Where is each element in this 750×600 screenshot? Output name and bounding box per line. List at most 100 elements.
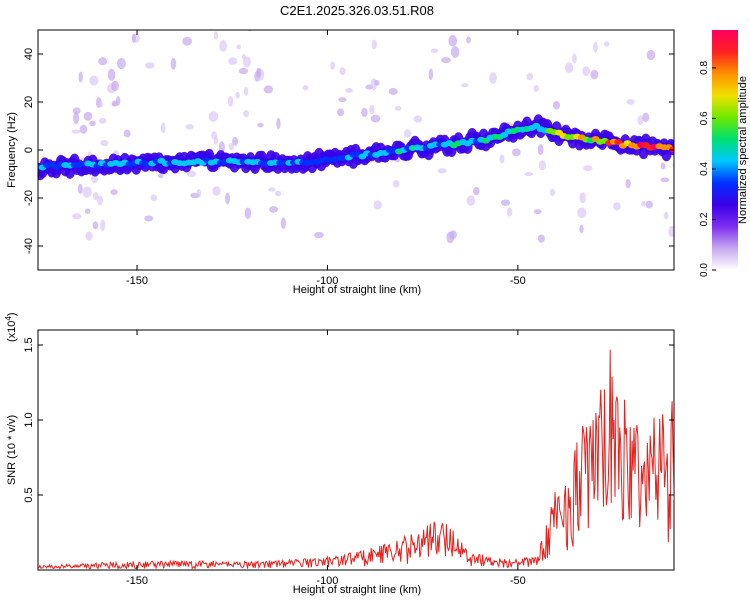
spectrogram-speckle: [231, 136, 239, 146]
spectrogram-speckle: [468, 2, 475, 6]
spectrogram-speckle: [100, 139, 109, 147]
spectrogram-speckle: [660, 162, 666, 170]
colorbar-tick-label: 0.2: [699, 212, 710, 226]
spectrogram-speckle: [564, 62, 574, 74]
spectrogram-speckle: [339, 67, 346, 76]
spectrogram-speckle: [553, 100, 561, 110]
spectrogram-speckle: [449, 230, 457, 240]
spectrogram-speckle: [613, 201, 621, 211]
spectrogram-speckle: [506, 207, 513, 217]
spectrogram-speckle: [257, 122, 264, 128]
spectrogram-speckle: [85, 231, 93, 241]
spectrogram-speckle: [125, 2, 133, 10]
spectrogram-speckle: [276, 117, 281, 130]
spectrogram-speckle: [373, 200, 382, 210]
spectrogram-speckle: [533, 84, 540, 92]
spectrogram-speckle: [182, 36, 192, 46]
spectrogram-speckle: [244, 207, 252, 220]
spectrogram-speckle: [413, 115, 423, 123]
spectrogram-speckle: [98, 100, 103, 108]
spectrogram-speckle: [693, 177, 698, 183]
spectrogram-speckle: [448, 34, 458, 47]
spectrogram-speckle: [144, 62, 155, 69]
spectrogram-speckle: [451, 3, 460, 8]
spectrogram-x-axis: -150 -100 -50: [126, 30, 526, 287]
spectrogram-speckle: [268, 187, 276, 192]
y-tick-label: 1.0: [23, 412, 35, 427]
spectrogram-speckle: [238, 67, 249, 75]
snr-panel: -150 -100 -50 0.5 1.0 1.5 Height of straight…: [4, 312, 675, 596]
y-tick-label: 0.5: [23, 487, 35, 502]
spectrogram-speckle: [437, 168, 447, 174]
snr-x-label: Height of straight line (km): [293, 584, 421, 596]
spectrogram-speckle: [97, 195, 104, 206]
colorbar: 0.0 0.2 0.4 0.6 0.8 Normalized spectral ampl…: [699, 30, 749, 277]
spectrogram-speckle: [157, 173, 164, 179]
x-tick-label: -150: [126, 575, 148, 587]
spectrogram-speckle: [641, 200, 646, 207]
spectrogram-speckle: [489, 72, 497, 84]
spectrogram-speckle: [82, 186, 92, 198]
spectrogram-speckle: [660, 177, 670, 183]
spectrogram-speckle: [572, 53, 577, 64]
figure-title: C2E1.2025.326.03.51.R08: [280, 3, 434, 18]
spectrogram-speckle: [430, 48, 439, 53]
spectrogram-speckle: [511, 148, 521, 157]
x-tick-label: -50: [510, 575, 526, 587]
spectrogram-speckle: [538, 160, 547, 171]
colorbar-tick-label: 0.6: [699, 111, 710, 125]
y-tick-label: 0: [23, 147, 35, 153]
spectrogram-speckle: [370, 114, 381, 123]
spectrogram-speckle: [394, 105, 402, 111]
spectrogram-speckle: [219, 40, 227, 52]
y-tick-label: -20: [23, 190, 35, 206]
spectrogram-speckle: [450, 46, 460, 58]
spectrogram-speckle: [71, 129, 81, 134]
spectrogram-speckle: [533, 209, 542, 215]
spectrogram-speckle: [702, 79, 707, 87]
spectrogram-speckle: [593, 41, 598, 53]
spectrogram-speckle: [160, 122, 166, 134]
spectrogram-speckle: [107, 68, 116, 81]
snr-y-multiplier: (x104): [4, 312, 18, 342]
spectrogram-speckle: [92, 192, 99, 201]
spectrogram-speckle: [473, 186, 480, 196]
spectrogram-ridge-core: [669, 146, 674, 153]
spectrogram-speckle: [537, 144, 544, 156]
spectrogram-speckle: [668, 225, 674, 238]
spectrogram-speckle: [549, 188, 556, 197]
colorbar-label: Normalized spectral amplitude: [737, 76, 749, 224]
spectrogram-speckle: [116, 58, 126, 70]
spectrogram-speckle: [466, 195, 476, 206]
spectrogram-speckle: [230, 12, 237, 17]
spectrogram-speckle: [672, 161, 674, 168]
spectrogram-speckle: [637, 115, 644, 126]
spectrogram-speckle: [441, 57, 451, 64]
spectrogram-speckle: [72, 107, 81, 115]
spectrogram-speckle: [579, 224, 584, 234]
spectrogram-speckle: [211, 131, 217, 140]
spectrogram-speckle: [537, 234, 546, 243]
spectrogram-speckle: [361, 107, 368, 117]
spectrogram-speckle: [263, 85, 274, 94]
spectrogram-plot-area: [38, 0, 707, 244]
spectrogram-speckle: [111, 80, 119, 92]
spectrogram-speckle: [392, 180, 400, 188]
spectrogram-speckle: [345, 88, 353, 93]
spectrogram-speckle: [524, 171, 534, 177]
spectrogram-speckle: [504, 2, 513, 10]
spectrogram-speckle: [196, 188, 202, 198]
snr-y-label: SNR (10 * v/v): [6, 415, 18, 485]
spectrogram-speckle: [692, 0, 696, 7]
spectrogram-speckle: [78, 71, 83, 83]
spectrogram-speckle: [371, 39, 378, 50]
colorbar-tick-label: 0.8: [699, 61, 710, 75]
colorbar-tick-label: 0.4: [699, 162, 710, 176]
spectrogram-speckle: [73, 112, 80, 125]
spectrogram-speckle: [97, 0, 106, 4]
spectrogram-speckle: [235, 91, 240, 99]
spectrogram-speckle: [388, 87, 398, 95]
snr-x-axis: -150 -100 -50: [126, 330, 526, 587]
spectrogram-speckle: [642, 112, 650, 122]
